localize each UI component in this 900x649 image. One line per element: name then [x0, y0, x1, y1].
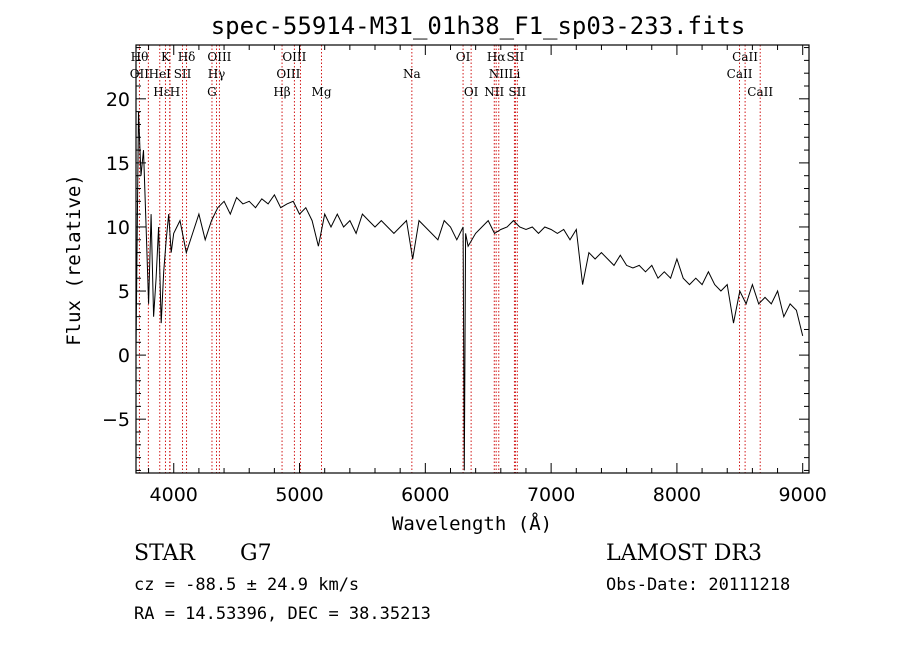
spectrum-line	[135, 111, 804, 471]
y-axis-ticks: −5 0 5 10 15 20	[102, 47, 809, 471]
line-label: CaII	[732, 50, 758, 64]
line-label: OIII	[276, 67, 300, 81]
line-label: SII	[508, 85, 526, 99]
x-tick-label: 5000	[275, 484, 323, 506]
y-tick-label: 15	[106, 153, 130, 175]
line-label: OII	[130, 67, 150, 81]
line-label: G	[207, 85, 217, 99]
y-tick-label: 20	[106, 89, 130, 111]
line-label: Hα	[487, 50, 506, 64]
line-label: NII	[489, 67, 509, 81]
line-label: NII	[484, 85, 504, 99]
x-tick-label: 6000	[401, 484, 449, 506]
line-label: OIII	[207, 50, 231, 64]
x-axis-label: Wavelength (Å)	[392, 512, 552, 535]
line-label: SII	[507, 50, 525, 64]
line-label: HeI	[149, 67, 172, 81]
y-tick-label: 10	[106, 217, 130, 239]
line-label: CaII	[727, 67, 753, 81]
x-tick-label: 7000	[527, 484, 575, 506]
line-label: K	[161, 50, 171, 64]
survey-name: LAMOST DR3	[606, 541, 762, 566]
line-label: Li	[508, 67, 520, 81]
object-class: STAR	[134, 541, 196, 566]
line-label: Hε	[153, 85, 170, 99]
line-label: OI	[456, 50, 471, 64]
line-label: Hγ	[208, 67, 226, 81]
coordinates: RA = 14.53396, DEC = 38.35213	[134, 604, 431, 624]
line-label: OI	[464, 85, 479, 99]
line-label: OIII	[282, 50, 306, 64]
x-axis-ticks: 4000 5000 6000 7000 8000 9000	[148, 45, 827, 506]
redshift-velocity: cz = -88.5 ± 24.9 km/s	[134, 575, 359, 595]
y-axis-label: Flux (relative)	[63, 174, 85, 346]
x-tick-label: 8000	[653, 484, 701, 506]
object-subclass: G7	[240, 541, 272, 566]
plot-frame	[135, 44, 810, 474]
x-tick-label: 4000	[150, 484, 198, 506]
line-label: Na	[403, 67, 421, 81]
line-label: Hδ	[178, 50, 196, 64]
spectral-line-markers	[138, 45, 761, 473]
observation-date: Obs-Date: 20111218	[606, 575, 790, 595]
line-label: SII	[174, 67, 192, 81]
chart-title: spec-55914-M31_01h38_F1_sp03-233.fits	[211, 12, 746, 40]
y-tick-label: 5	[118, 281, 130, 303]
line-label: Hθ	[131, 50, 149, 64]
x-tick-label: 9000	[779, 484, 827, 506]
line-label: CaII	[747, 85, 773, 99]
line-label: Hβ	[273, 85, 290, 99]
y-tick-label: −5	[102, 409, 130, 431]
line-label: Mg	[312, 85, 332, 99]
y-tick-label: 0	[118, 345, 130, 367]
line-label: H	[170, 85, 180, 99]
